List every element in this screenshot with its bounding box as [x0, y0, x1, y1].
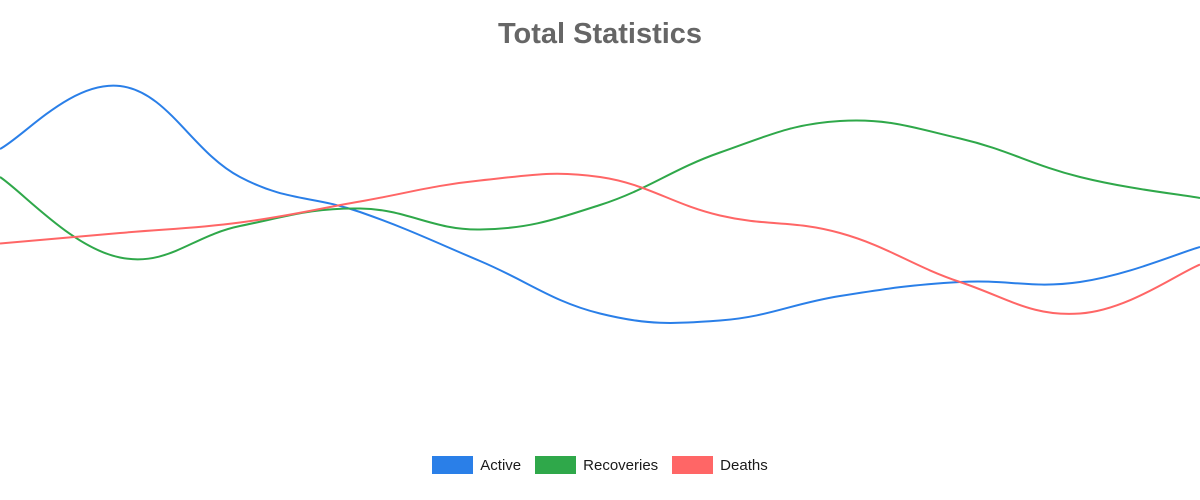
legend-swatch-recoveries	[535, 456, 577, 474]
data-point-recoveries[interactable]	[836, 117, 844, 125]
data-point-deaths[interactable]	[596, 173, 604, 181]
data-point-recoveries[interactable]	[956, 135, 964, 143]
data-point-recoveries[interactable]	[716, 149, 724, 157]
data-point-deaths[interactable]	[716, 212, 724, 220]
data-point-recoveries[interactable]	[356, 205, 364, 213]
data-point-deaths[interactable]	[116, 229, 124, 237]
data-point-deaths[interactable]	[956, 278, 964, 286]
data-point-recoveries[interactable]	[476, 226, 484, 234]
series-line-deaths	[0, 172, 1200, 315]
legend-swatch-active	[432, 456, 474, 474]
legend-label-deaths: Deaths	[720, 456, 768, 474]
data-point-active[interactable]	[836, 292, 844, 300]
data-point-recoveries[interactable]	[116, 254, 124, 262]
data-point-recoveries[interactable]	[596, 201, 604, 209]
data-point-active[interactable]	[716, 317, 724, 325]
data-point-deaths[interactable]	[836, 229, 844, 237]
data-point-active[interactable]	[116, 82, 124, 90]
data-point-deaths[interactable]	[356, 198, 364, 206]
legend-label-recoveries: Recoveries	[583, 456, 659, 474]
legend-item-recoveries[interactable]: Recoveries	[535, 456, 658, 474]
data-point-active[interactable]	[236, 173, 244, 181]
data-point-active[interactable]	[596, 310, 604, 318]
data-point-recoveries[interactable]	[1076, 173, 1084, 181]
data-point-deaths[interactable]	[1196, 261, 1200, 269]
legend-item-active[interactable]: Active	[432, 456, 521, 474]
data-point-active[interactable]	[476, 257, 484, 265]
data-point-active[interactable]	[1196, 243, 1200, 251]
series-line-recoveries	[0, 119, 1200, 261]
data-point-deaths[interactable]	[0, 240, 4, 248]
series-line-active	[0, 84, 1200, 324]
legend-item-deaths[interactable]: Deaths	[672, 456, 768, 474]
legend-swatch-deaths	[672, 456, 714, 474]
data-point-deaths[interactable]	[236, 219, 244, 227]
data-point-deaths[interactable]	[476, 177, 484, 185]
legend-label-active: Active	[480, 456, 522, 474]
legend: Active Recoveries Deaths	[0, 456, 1200, 474]
chart-title: Total Statistics	[497, 18, 703, 50]
data-point-active[interactable]	[1076, 278, 1084, 286]
data-point-deaths[interactable]	[1076, 310, 1084, 318]
data-point-recoveries[interactable]	[1196, 194, 1200, 202]
